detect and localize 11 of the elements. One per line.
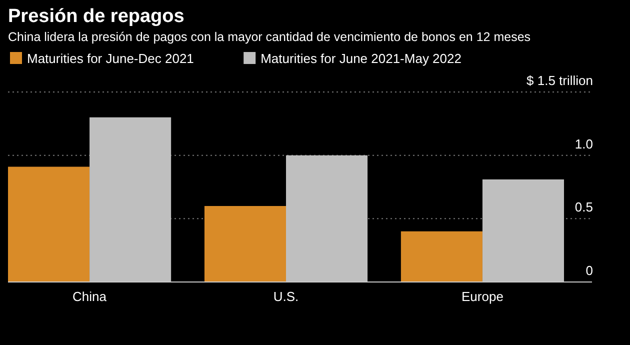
y-tick-label: $ 1.5 trillion bbox=[526, 73, 593, 88]
x-tick-label: China bbox=[72, 289, 108, 304]
x-tick-label: U.S. bbox=[273, 289, 299, 304]
y-tick-label: 0 bbox=[586, 263, 593, 278]
legend-label: Maturities for June 2021-May 2022 bbox=[260, 51, 462, 66]
x-tick-label: Europe bbox=[462, 289, 504, 304]
legend-label: Maturities for June-Dec 2021 bbox=[27, 51, 194, 66]
chart-title: Presión de repagos bbox=[8, 6, 184, 27]
y-tick-label: 1.0 bbox=[574, 136, 593, 152]
y-tick-label: 0.5 bbox=[574, 200, 593, 215]
chart-subtitle: China lidera la presión de pagos con la mayor cantidad de vencimiento de bonos en 12 meses bbox=[8, 30, 531, 44]
